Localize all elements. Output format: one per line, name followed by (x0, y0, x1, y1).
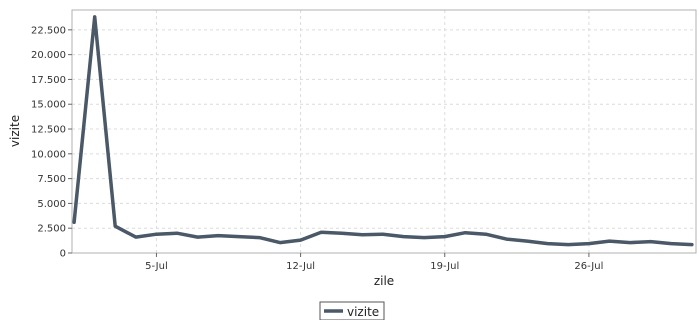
y-tick-label: 10.000 (31, 149, 66, 160)
y-tick-label: 17.500 (31, 75, 66, 86)
data-point (238, 235, 240, 238)
legend: vizite (319, 301, 385, 321)
data-point (155, 233, 158, 235)
data-point (505, 238, 508, 240)
y-tick-label: 20.000 (31, 50, 66, 61)
x-tick-label: 26-Jul (574, 261, 603, 272)
y-tick-label: 2.500 (37, 224, 66, 235)
data-point (341, 232, 343, 234)
data-point (135, 236, 137, 238)
data-point (176, 232, 178, 234)
data-point (444, 235, 446, 238)
data-point (423, 236, 426, 239)
legend-label: vizite (347, 305, 379, 319)
x-tick-label: 5-Jul (145, 261, 168, 272)
data-point (402, 235, 405, 238)
y-tick-label: 7.500 (37, 174, 66, 185)
plot-area-border (71, 9, 697, 254)
data-point (670, 242, 673, 245)
y-axis-title: vizite (8, 115, 22, 147)
grid-lines (72, 10, 696, 253)
data-point (608, 240, 611, 242)
data-point (93, 16, 96, 18)
data-point (546, 242, 549, 245)
x-axis-title: zile (374, 274, 394, 288)
data-point (258, 236, 261, 239)
y-tick-label: 0 (60, 249, 66, 260)
axes: 0 2.500 5.000 7.500 10.000 12.500 15.000 17.500… (31, 25, 603, 272)
data-point (567, 243, 570, 246)
y-tick-label: 22.500 (31, 25, 66, 36)
data-point (588, 242, 590, 245)
data-point (279, 241, 281, 244)
data-point (526, 240, 528, 242)
y-tick-label: 12.500 (31, 125, 66, 136)
data-point (464, 231, 467, 234)
data-point (485, 233, 487, 235)
series-layer (72, 15, 694, 247)
data-point (361, 233, 364, 236)
x-tick-label: 12-Jul (286, 261, 315, 272)
series-line-vizite (72, 15, 694, 247)
data-point (196, 236, 199, 238)
x-tick-label: 19-Jul (430, 261, 459, 272)
data-point (114, 225, 116, 227)
y-tick-label: 5.000 (37, 199, 66, 210)
data-point (320, 231, 323, 233)
data-point (649, 240, 652, 243)
data-point (299, 239, 302, 241)
data-point (382, 233, 384, 235)
data-point (629, 241, 631, 244)
data-point (217, 234, 219, 237)
data-point (73, 221, 75, 224)
y-tick-label: 15.000 (31, 100, 66, 111)
data-point (691, 243, 693, 246)
